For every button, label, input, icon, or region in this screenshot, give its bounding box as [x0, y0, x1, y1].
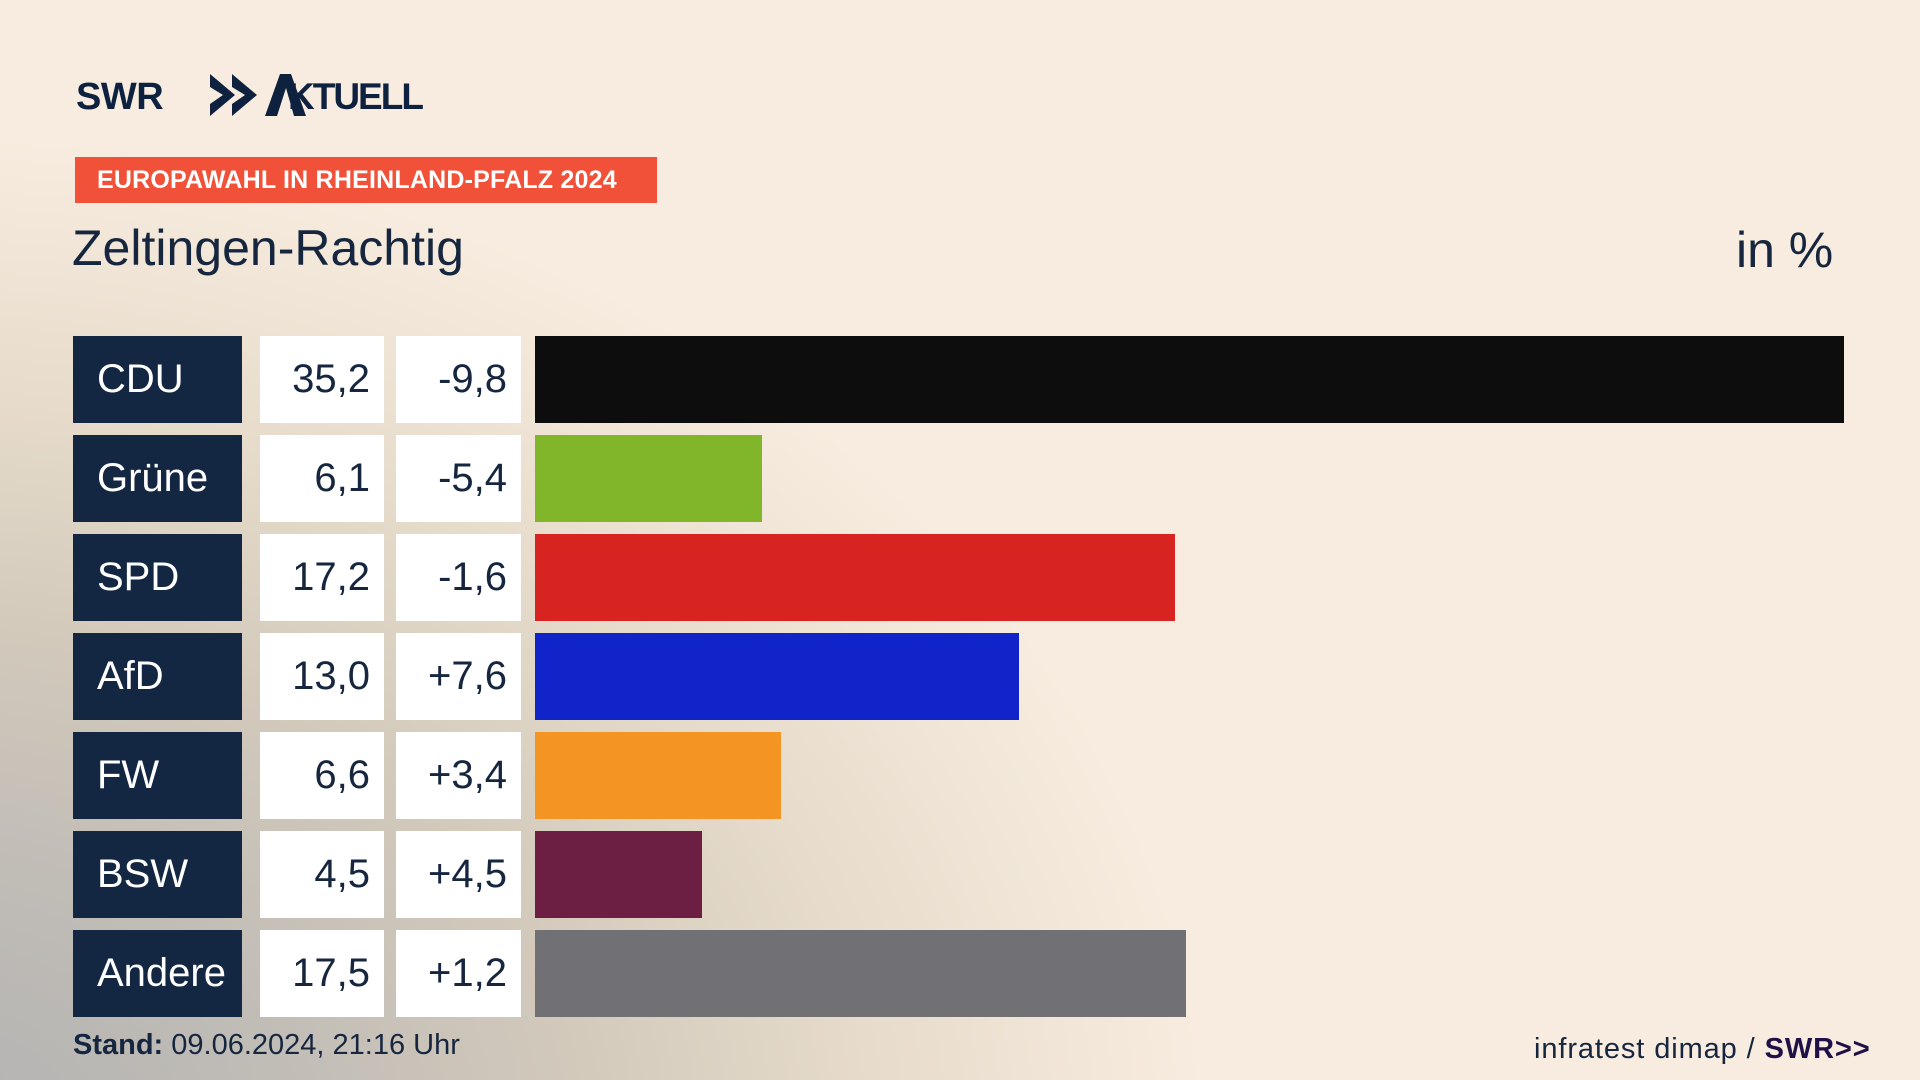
- svg-text:KTUELL: KTUELL: [288, 76, 423, 117]
- svg-text:SWR: SWR: [76, 76, 163, 118]
